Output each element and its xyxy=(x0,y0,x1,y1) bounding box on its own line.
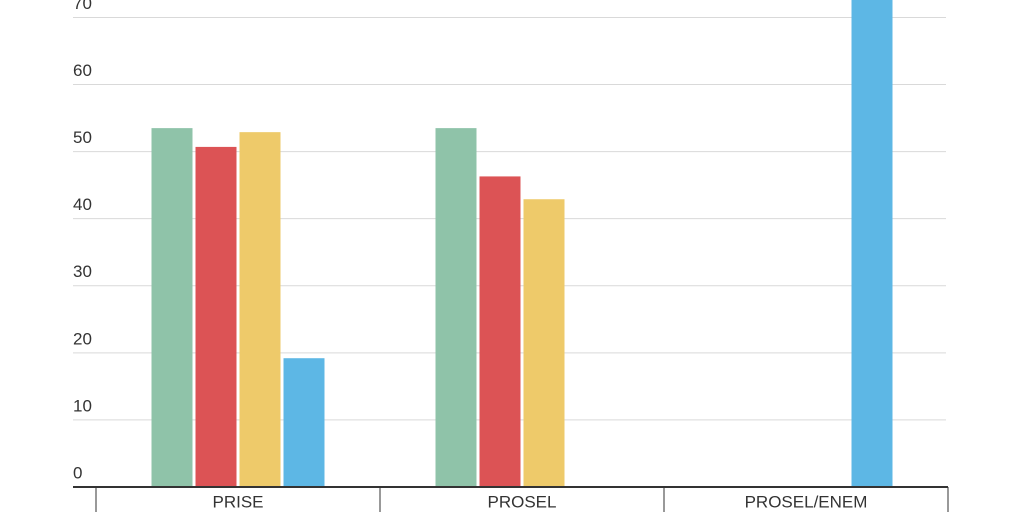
bar xyxy=(435,128,477,487)
bar xyxy=(151,128,193,487)
bar xyxy=(195,146,237,487)
y-tick-label: 50 xyxy=(73,128,92,147)
x-tick-label: PROSEL xyxy=(488,492,557,511)
y-tick-label: 30 xyxy=(73,262,92,281)
y-tick-label: 0 xyxy=(73,463,82,482)
y-tick-label: 10 xyxy=(73,396,92,415)
y-tick-label: 70 xyxy=(73,0,92,13)
x-tick-label: PRISE xyxy=(212,492,263,511)
bar xyxy=(523,199,565,487)
bar xyxy=(239,132,281,487)
y-tick-label: 40 xyxy=(73,195,92,214)
bar xyxy=(851,0,893,488)
bar xyxy=(479,176,521,487)
x-tick-label: PROSEL/ENEM xyxy=(745,492,868,511)
y-tick-label: 20 xyxy=(73,329,92,348)
y-tick-label: 60 xyxy=(73,61,92,80)
bar xyxy=(283,358,325,487)
